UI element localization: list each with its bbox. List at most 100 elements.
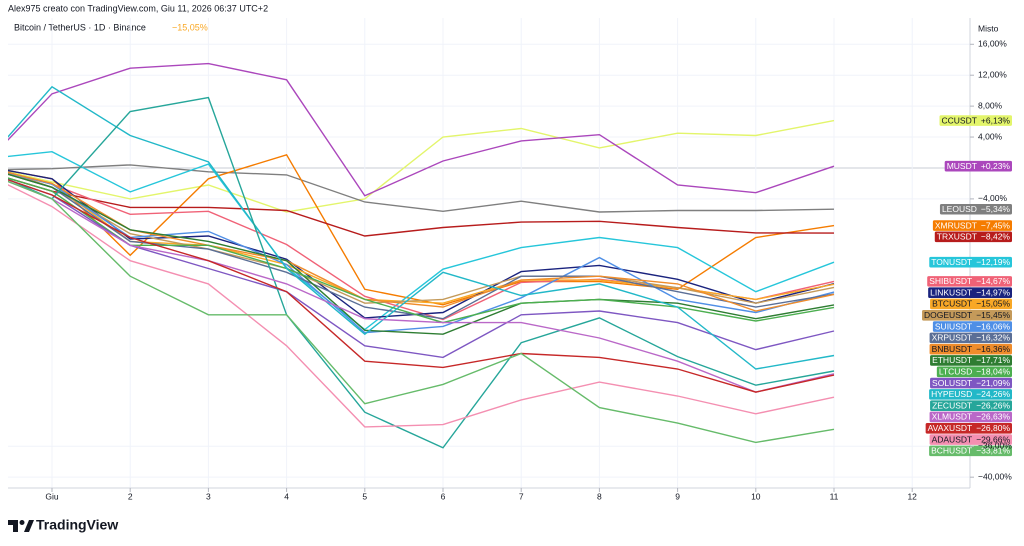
end-label-value: −29,66% [976,434,1010,444]
end-label-value: −18,04% [976,367,1010,377]
x-tick-label: 9 [675,491,680,501]
end-label-box [934,231,1012,243]
end-label: SUIUSDT −16,06% [932,321,1012,332]
series-line [8,173,835,335]
brand-logo: TradingView [8,517,118,533]
end-label-box [932,220,1012,231]
end-label-value: −15,45% [976,310,1010,320]
end-label-value: −16,36% [976,344,1010,354]
y-tick-label: 8,00% [978,100,1003,110]
end-label-box [929,256,1012,268]
end-label: SHIBUSDT −14,67% [927,276,1012,287]
series-line [8,164,835,213]
end-label-name: SUIUSDT [935,321,972,331]
end-label-name: ETHUSDT [932,355,972,365]
end-label-name: ZECUSDT [932,400,972,410]
end-label: SOLUSDT −21,09% [930,377,1012,389]
series-line [8,180,835,393]
end-label-name: LEOUSD [942,204,977,214]
end-label-box [927,276,1012,287]
x-tick-label: 11 [830,491,839,501]
end-label: BTCUSDT −15,05% [930,298,1012,310]
y-tick-label: 4,00% [978,131,1003,141]
end-label-value: −7,45% [981,220,1011,230]
end-label-name: BNBUSDT [932,344,973,354]
end-label-box [929,434,1012,445]
end-label-box [936,366,1012,378]
end-label: BCHUSDT −33,81% [929,445,1012,457]
end-label-box [930,298,1012,310]
end-label: LTCUSD −18,04% [936,366,1012,378]
series-line [8,153,835,306]
x-tick-label: 5 [362,491,367,501]
x-tick-label: 2 [128,491,133,501]
end-label-value: −8,42% [981,232,1011,242]
end-label-name: XRPUSDT [932,333,973,343]
end-label: XMRUSDT −7,45% [932,220,1012,231]
end-labels: CCUSDT +6,13% MUSDT +0,23% LEOUSD −5,34% XMRUS… [922,115,1012,457]
end-label-box [929,343,1012,355]
end-label-name: HYPEUSD [931,389,972,399]
end-label-name: AVAXUSDT [928,423,973,433]
end-label: TONUSDT −12,19% [929,256,1012,268]
end-label-value: −26,80% [976,423,1010,433]
end-label-box [930,377,1012,389]
series-line [8,177,835,237]
end-label: AVAXUSDT −26,80% [925,422,1012,434]
y-tick-label: 12,00% [978,69,1007,79]
end-label-name: LTCUSD [939,367,972,377]
end-label-box [939,203,1012,215]
end-label-box [930,400,1012,411]
end-label: DOGEUSDT −15,45% [922,309,1012,321]
x-tick-label: 8 [597,491,602,501]
end-label-value: −21,09% [976,378,1010,388]
end-label-box [922,309,1012,321]
end-label: MUSDT +0,23% [944,160,1012,172]
end-label-box [929,411,1012,423]
end-label-name: CCUSDT [942,115,977,125]
end-label-value: −5,34% [981,204,1011,214]
end-label-box [929,332,1012,344]
end-label: ETHUSDT −17,71% [930,355,1012,366]
series-line [8,85,835,370]
end-label-box [939,115,1012,126]
end-label-value: −15,05% [976,299,1010,309]
end-label-value: −14,67% [976,276,1010,286]
grid [8,18,970,488]
end-label-box [925,422,1012,434]
end-label-name: BTCUSDT [932,299,972,309]
end-label-name: XLMUSDT [932,412,973,422]
series-line [8,62,835,197]
end-label-value: +0,23% [981,161,1011,171]
end-label: XRPUSDT −16,32% [929,332,1012,344]
end-label-name: LINKUSDT [930,287,972,297]
x-tick-label: 7 [519,491,524,501]
y-tick-label: −40,00% [978,471,1012,481]
end-label: CCUSDT +6,13% [939,115,1012,126]
end-label: XLMUSDT −26,63% [929,411,1012,423]
end-label: ADAUSDT −29,66% [929,434,1012,445]
end-label-name: TONUSDT [931,257,972,267]
series-lines [8,62,835,449]
symbol-change: −15,05% [172,22,208,32]
end-label-box [928,287,1012,298]
end-label-value: −24,26% [976,389,1010,399]
logo-dot [19,520,25,525]
author-line: Alex975 creato con TradingView.com, Giu … [8,3,268,13]
end-label-name: MUSDT [947,161,977,171]
y-tick-label: 16,00% [978,39,1007,49]
x-tick-label: 3 [206,491,211,501]
end-label-name: SOLUSDT [932,378,972,388]
end-label: HYPEUSD −24,26% [929,389,1012,400]
logo-mark [8,520,18,532]
end-label-value: +6,13% [981,115,1011,125]
end-label-name: DOGEUSDT [924,310,972,320]
end-label-box [930,355,1012,366]
end-label: TRXUSDT −8,42% [934,231,1012,243]
x-tick-label: 4 [284,491,289,501]
end-label-box [929,389,1012,400]
series-line [8,96,835,449]
end-label: ZECUSDT −26,26% [930,400,1012,411]
